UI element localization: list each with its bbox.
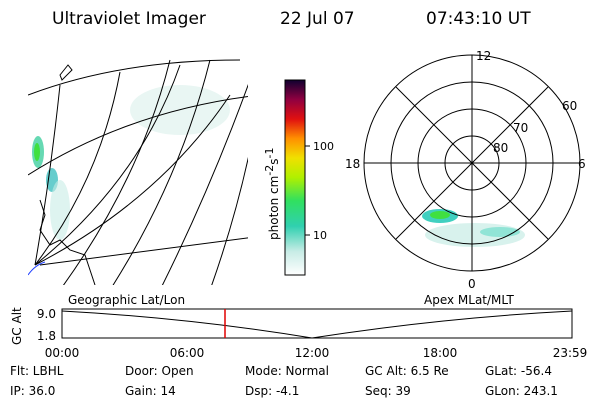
footer: Flt: LBHL Door: Open Mode: Normal GC Alt: 6…	[10, 364, 558, 398]
colorbar-tick: 100	[313, 140, 334, 153]
time-label: 18:00	[423, 346, 458, 360]
status-field: Mode: Normal	[245, 364, 329, 378]
y-label: 1.8	[37, 329, 56, 343]
status-field: Door: Open	[125, 364, 194, 378]
timeline-frame	[61, 308, 573, 339]
colorbar	[284, 79, 306, 276]
mlt-label: 12	[476, 49, 491, 63]
time-label: 00:00	[45, 346, 80, 360]
status-field: GLon: 243.1	[485, 384, 558, 398]
mlt-label: 0	[468, 277, 476, 291]
geo-map	[28, 59, 248, 285]
time-label: 06:00	[170, 346, 205, 360]
mlt-label: 18	[345, 157, 360, 171]
status-field: Seq: 39	[365, 384, 411, 398]
status-field: Gain: 14	[125, 384, 176, 398]
axis-label: GC Alt	[10, 307, 24, 345]
colorbar-label: photon cm-2s-1	[263, 147, 281, 240]
status-field: IP: 36.0	[10, 384, 55, 398]
map-label: Geographic Lat/Lon	[68, 293, 185, 307]
lat-label: 80	[493, 141, 508, 155]
mlt-label: 6	[578, 157, 586, 171]
time-label: 12:00	[295, 346, 330, 360]
polar-map	[363, 54, 581, 272]
status-field: Flt: LBHL	[10, 364, 64, 378]
map-label: Apex MLat/MLT	[424, 293, 514, 307]
colorbar-tick: 10	[313, 229, 327, 242]
lat-label: 70	[513, 121, 528, 135]
time: 07:43:10 UT	[426, 9, 531, 29]
title: Ultraviolet Imager	[52, 9, 206, 29]
date: 22 Jul 07	[280, 9, 355, 29]
status-field: GC Alt: 6.5 Re	[365, 364, 449, 378]
altitude-curve	[61, 310, 573, 339]
status-field: Dsp: -4.1	[245, 384, 299, 398]
lat-label: 60	[562, 99, 577, 113]
time-label: 23:59	[553, 346, 588, 360]
status-field: GLat: -56.4	[485, 364, 552, 378]
y-label: 9.0	[37, 307, 56, 321]
